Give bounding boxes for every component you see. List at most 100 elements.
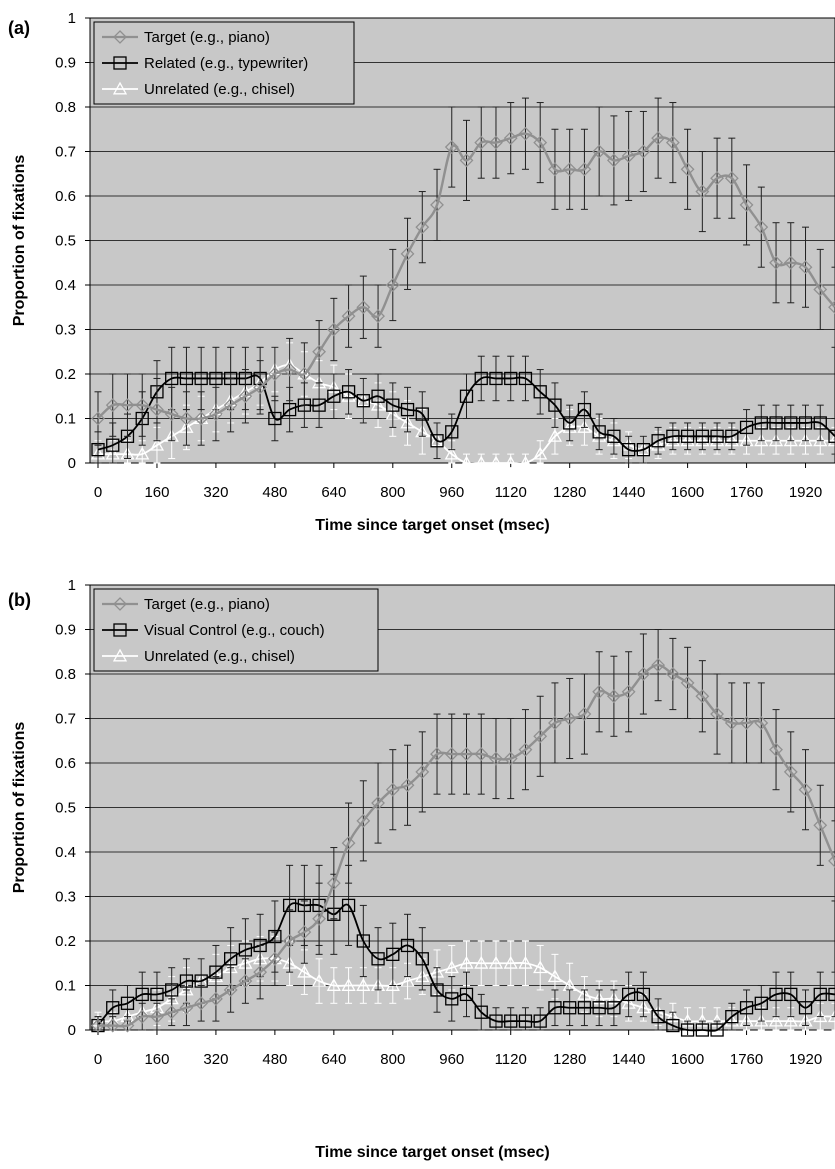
legend-marker-square — [113, 56, 127, 70]
legend-entry: Target (e.g., piano) — [144, 596, 270, 613]
data-point — [341, 309, 356, 324]
data-point — [783, 764, 798, 779]
data-point — [827, 1009, 835, 1023]
x-axis-label: Time since target onset (msec) — [315, 517, 549, 534]
series-line — [97, 957, 835, 1023]
data-point — [238, 389, 253, 404]
legend-marker-triangle — [112, 648, 128, 662]
data-point — [430, 747, 444, 762]
data-point — [518, 742, 533, 757]
data-point — [533, 135, 548, 150]
data-point — [784, 987, 798, 1002]
data-point — [489, 1014, 503, 1028]
x-tick-label: 960 — [439, 484, 464, 501]
data-point — [444, 140, 459, 154]
data-point — [326, 322, 341, 337]
data-point — [400, 938, 415, 953]
data-point — [827, 433, 835, 447]
x-tick-label: 320 — [203, 1051, 228, 1068]
data-point — [503, 751, 518, 766]
data-point — [592, 684, 607, 699]
data-point — [341, 978, 356, 991]
data-point — [547, 969, 563, 983]
x-tick-label: 1920 — [789, 484, 822, 501]
data-point — [783, 433, 798, 447]
data-point — [474, 135, 489, 150]
data-point — [768, 1013, 784, 1027]
legend-marker-diamond — [113, 30, 127, 44]
data-point — [739, 1001, 754, 1015]
data-point — [489, 135, 503, 150]
data-point — [710, 171, 724, 186]
data-point — [91, 1018, 105, 1033]
legend-marker-diamond — [113, 597, 127, 611]
data-point — [533, 960, 548, 974]
data-point — [828, 300, 835, 315]
data-point — [680, 675, 695, 690]
data-point — [371, 952, 385, 966]
data-point — [106, 438, 120, 452]
data-point — [415, 764, 430, 779]
data-point — [209, 371, 223, 386]
data-point — [238, 974, 253, 988]
chart-panel-b: 0 0.1 0.2 0.3 0.4 0.5 0.6 0.7 0.8 0.9 1 0 160 320 480 6… — [8, 577, 835, 1161]
data-point — [636, 144, 651, 159]
data-point — [695, 689, 710, 704]
data-point — [504, 1014, 518, 1028]
data-point — [695, 184, 710, 199]
data-point — [577, 162, 592, 177]
data-point — [680, 429, 695, 443]
data-point — [739, 197, 754, 212]
data-point — [710, 707, 724, 721]
data-point — [135, 446, 150, 460]
x-tick-label: 0 — [94, 484, 102, 501]
legend-entry: Unrelated (e.g., chisel) — [144, 648, 295, 665]
y-tick-label: 0.3 — [55, 322, 76, 339]
data-point — [311, 973, 327, 987]
y-tick-label: 0.1 — [55, 978, 76, 995]
data-point — [533, 729, 548, 744]
data-point — [665, 667, 680, 681]
y-tick-label: 0.4 — [55, 844, 76, 861]
y-tick-label: 0.8 — [55, 666, 76, 683]
data-point — [400, 246, 415, 261]
series-diamond — [91, 629, 835, 1033]
data-point — [444, 446, 459, 460]
data-point — [769, 742, 783, 757]
y-tick-label: 0.6 — [55, 188, 76, 205]
data-point — [430, 197, 444, 212]
data-point — [724, 716, 739, 730]
data-point — [607, 1001, 621, 1015]
data-point — [621, 442, 636, 457]
data-point — [563, 1001, 577, 1015]
data-point — [341, 898, 356, 913]
data-point — [798, 782, 813, 797]
legend: Target (e.g., piano) Visual Control (e.g.… — [93, 588, 379, 672]
data-point — [164, 407, 179, 421]
data-point — [621, 987, 636, 1002]
data-point — [518, 126, 533, 141]
data-point — [297, 964, 312, 978]
data-point — [120, 996, 135, 1010]
data-point — [179, 411, 194, 426]
data-point — [504, 371, 518, 386]
data-point — [268, 411, 282, 426]
data-point — [606, 689, 621, 704]
data-point — [474, 747, 489, 762]
data-point — [563, 416, 577, 430]
x-tick-label: 480 — [262, 1051, 287, 1068]
data-point — [179, 1000, 194, 1015]
data-point — [459, 987, 474, 1002]
data-point — [400, 973, 415, 987]
data-point — [651, 131, 666, 146]
data-point — [489, 371, 503, 386]
data-point — [666, 429, 680, 443]
data-point — [356, 934, 370, 948]
y-tick-label: 1 — [68, 10, 76, 27]
data-point — [474, 955, 489, 969]
legend-entry: Target (e.g., piano) — [144, 29, 270, 46]
data-point — [813, 282, 828, 297]
data-point — [238, 943, 253, 957]
data-point — [445, 992, 459, 1006]
